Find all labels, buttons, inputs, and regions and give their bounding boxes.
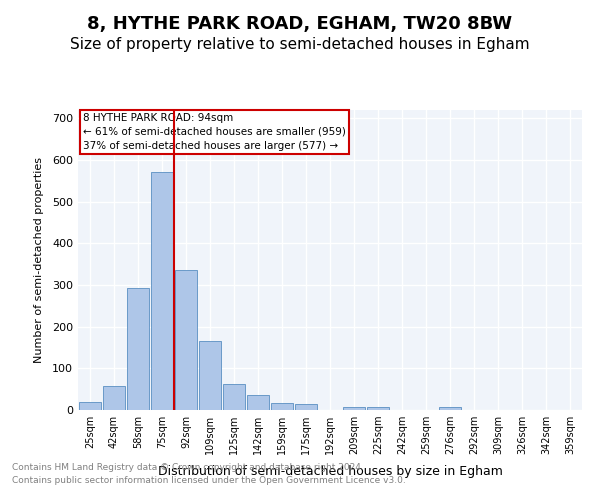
Text: Contains HM Land Registry data © Crown copyright and database right 2024.
Contai: Contains HM Land Registry data © Crown c… — [12, 464, 406, 485]
Bar — [367, 406, 389, 410]
Bar — [271, 403, 293, 410]
Bar — [151, 172, 173, 410]
Bar — [175, 270, 197, 410]
Y-axis label: Number of semi-detached properties: Number of semi-detached properties — [34, 157, 44, 363]
Text: Size of property relative to semi-detached houses in Egham: Size of property relative to semi-detach… — [70, 38, 530, 52]
X-axis label: Distribution of semi-detached houses by size in Egham: Distribution of semi-detached houses by … — [158, 466, 502, 478]
Bar — [295, 404, 317, 410]
Bar — [343, 406, 365, 410]
Bar — [199, 341, 221, 410]
Bar — [103, 386, 125, 410]
Bar — [247, 396, 269, 410]
Bar — [127, 288, 149, 410]
Text: 8 HYTHE PARK ROAD: 94sqm
← 61% of semi-detached houses are smaller (959)
37% of : 8 HYTHE PARK ROAD: 94sqm ← 61% of semi-d… — [83, 113, 346, 151]
Bar — [439, 407, 461, 410]
Bar — [223, 384, 245, 410]
Text: 8, HYTHE PARK ROAD, EGHAM, TW20 8BW: 8, HYTHE PARK ROAD, EGHAM, TW20 8BW — [88, 15, 512, 33]
Bar — [79, 402, 101, 410]
